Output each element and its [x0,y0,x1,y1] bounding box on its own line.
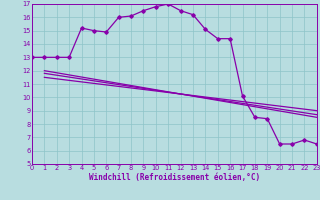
X-axis label: Windchill (Refroidissement éolien,°C): Windchill (Refroidissement éolien,°C) [89,173,260,182]
